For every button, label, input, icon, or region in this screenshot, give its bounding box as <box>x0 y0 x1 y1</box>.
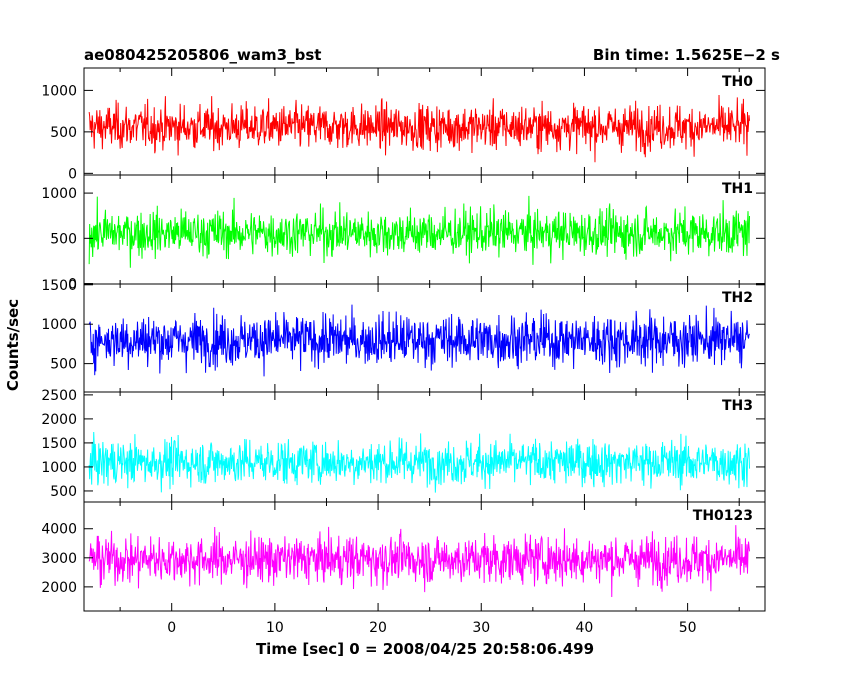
x-axis-label: Time [sec] 0 = 2008/04/25 20:58:06.499 <box>256 640 594 658</box>
panel-th3: 500 1000 1500 2000 2500 TH3 <box>41 388 766 503</box>
series-line-th0123 <box>88 525 751 598</box>
y-tick-label: 0 <box>68 166 77 182</box>
y-tick-label: 1500 <box>41 436 77 452</box>
panel-tag-th2: TH2 <box>722 290 753 306</box>
y-tick-label: 1000 <box>41 186 77 202</box>
panel-tag-th0: TH0 <box>722 74 753 90</box>
panel-th0123: 2000 3000 4000 TH0123 <box>41 501 766 612</box>
y-tick-label: 1000 <box>41 83 77 99</box>
y-tick-label: 2500 <box>41 388 77 404</box>
panel-tag-th3: TH3 <box>722 398 753 414</box>
bin-time-label: Bin time: 1.5625E−2 s <box>593 46 780 64</box>
series-line-th0 <box>88 94 751 163</box>
y-tick-label: 1000 <box>41 460 77 476</box>
series-line-th2 <box>88 304 750 377</box>
panel-th1: 0 500 1000 TH1 <box>41 174 766 293</box>
x-tick-label: 30 <box>472 620 490 636</box>
x-tick-label: 40 <box>576 620 594 636</box>
y-tick-label: 0 <box>68 277 77 293</box>
y-axis-label: Counts/sec <box>4 299 22 391</box>
x-tick-label: 10 <box>266 620 284 636</box>
x-tick-label: 0 <box>167 620 176 636</box>
y-tick-label: 500 <box>50 125 77 141</box>
y-tick-label: 2000 <box>41 580 77 596</box>
y-tick-label: 500 <box>50 231 77 247</box>
series-line-th1 <box>88 195 751 268</box>
panel-frame <box>83 501 766 612</box>
y-tick-label: 3000 <box>41 551 77 567</box>
x-tick-label: 20 <box>369 620 387 636</box>
x-tick-label: 50 <box>679 620 697 636</box>
chart-title: ae080425205806_wam3_bst <box>84 46 321 64</box>
panel-tag-th0123: TH0123 <box>693 508 753 524</box>
y-tick-label: 500 <box>50 357 77 373</box>
panel-tag-th1: TH1 <box>722 181 753 197</box>
y-tick-label: 1500 <box>41 278 77 294</box>
series-line-th3 <box>88 432 751 493</box>
panel-th0: 0 500 1000 TH0 <box>41 67 766 182</box>
y-tick-label: 1000 <box>41 317 77 333</box>
y-tick-label: 500 <box>50 484 77 500</box>
y-tick-label: 2000 <box>41 412 77 428</box>
y-tick-label: 4000 <box>41 522 77 538</box>
panel-th2: 500 1000 1500 TH2 <box>41 278 766 393</box>
